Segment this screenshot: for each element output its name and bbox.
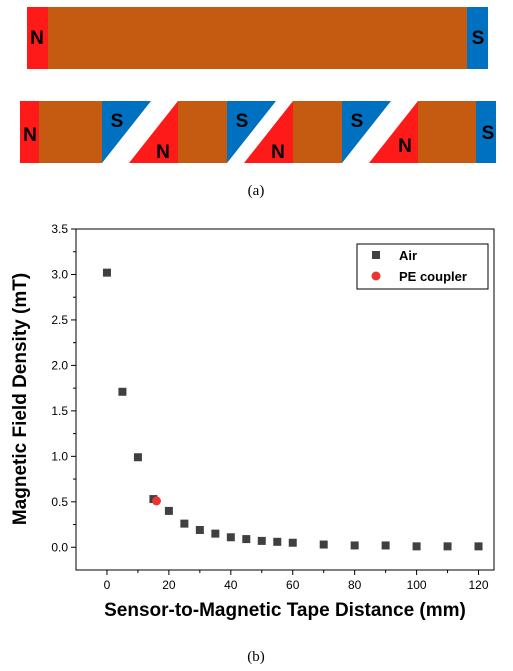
x-tick-label: 20 [162, 578, 176, 592]
scatter-chart: 0 20 40 60 80 100 120 0.0 0.5 1.0 1.5 2.0 2.5 3.0 3.5… [10, 222, 495, 621]
air-data-point [226, 533, 235, 542]
chain-pole-label: S [236, 111, 249, 132]
x-tick-label: 0 [104, 578, 111, 592]
chain-north-3 [369, 101, 418, 163]
air-data-point [180, 519, 189, 528]
x-tick-label: 80 [348, 578, 362, 592]
y-tick-label: 1.0 [51, 449, 68, 463]
legend: Air PE coupler [356, 243, 489, 290]
chain-pole-label: S [351, 111, 364, 132]
air-data-point [412, 542, 421, 551]
magnet-single: N S [27, 7, 488, 69]
chain-pole-label: S [111, 111, 124, 132]
air-data-point [319, 540, 328, 549]
air-data-point [102, 268, 111, 277]
air-data-point [242, 535, 251, 544]
chain-body-1 [39, 101, 102, 163]
chain-pole-label: N [156, 142, 170, 163]
chain-north-end [20, 101, 39, 163]
y-tick-label: 0.0 [51, 540, 68, 554]
x-tick-label: 100 [407, 578, 427, 592]
x-tick-label: 120 [469, 578, 489, 592]
air-data-point [195, 525, 204, 534]
plot-frame [75, 228, 495, 571]
air-data-point [211, 529, 220, 538]
y-tick-label: 1.5 [51, 404, 68, 418]
x-tick-label: 60 [286, 578, 300, 592]
chain-north-2 [244, 101, 293, 163]
air-data-point [350, 541, 359, 550]
y-tick-label: 3.0 [51, 267, 68, 281]
air-data-point [164, 506, 173, 515]
data-points [102, 268, 483, 551]
legend-pe-marker [371, 271, 381, 281]
y-tick-label: 0.5 [51, 495, 68, 509]
legend-air-label: Air [399, 248, 417, 263]
chain-body-2 [178, 101, 227, 163]
chain-south-2 [227, 101, 276, 163]
single-north-pole [27, 7, 48, 69]
magnet-chain: N S N S N S N S [20, 101, 496, 163]
chain-body-4 [418, 101, 476, 163]
legend-pe-label: PE coupler [399, 269, 467, 284]
y-axis-title: Magnetic Field Density (mT) [10, 273, 31, 525]
chain-pole-label: N [23, 125, 37, 146]
pe-coupler-data-point [152, 496, 162, 506]
chain-south-3 [342, 101, 391, 163]
air-data-point [273, 537, 282, 546]
legend-air-marker [372, 251, 380, 259]
air-data-point [118, 387, 127, 396]
air-data-point [257, 536, 266, 545]
y-tick-label: 2.5 [51, 313, 68, 327]
y-tick-label: 3.5 [51, 222, 68, 236]
chain-pole-label: N [398, 136, 412, 157]
single-north-label: N [30, 28, 44, 49]
single-magnet-body [48, 7, 467, 69]
chain-pole-label: N [271, 142, 285, 163]
air-data-point [443, 542, 452, 551]
air-data-point [381, 541, 390, 550]
single-south-pole [467, 7, 488, 69]
air-data-point [288, 538, 297, 547]
chain-south-end [476, 101, 496, 163]
y-axis-ticks: 0.0 0.5 1.0 1.5 2.0 2.5 3.0 3.5 [51, 222, 76, 554]
caption-b: (b) [247, 649, 265, 665]
caption-a: (a) [248, 183, 265, 199]
x-tick-label: 40 [224, 578, 238, 592]
air-data-point [474, 542, 483, 551]
chain-pole-label: S [482, 123, 495, 144]
chain-north-1 [129, 101, 178, 163]
air-data-point [133, 453, 142, 462]
x-axis-title: Sensor-to-Magnetic Tape Distance (mm) [104, 600, 466, 621]
chain-south-1 [102, 101, 151, 163]
chain-body-3 [293, 101, 342, 163]
y-tick-label: 2.0 [51, 358, 68, 372]
single-south-label: S [472, 28, 485, 49]
x-axis-ticks: 0 20 40 60 80 100 120 [104, 570, 489, 592]
